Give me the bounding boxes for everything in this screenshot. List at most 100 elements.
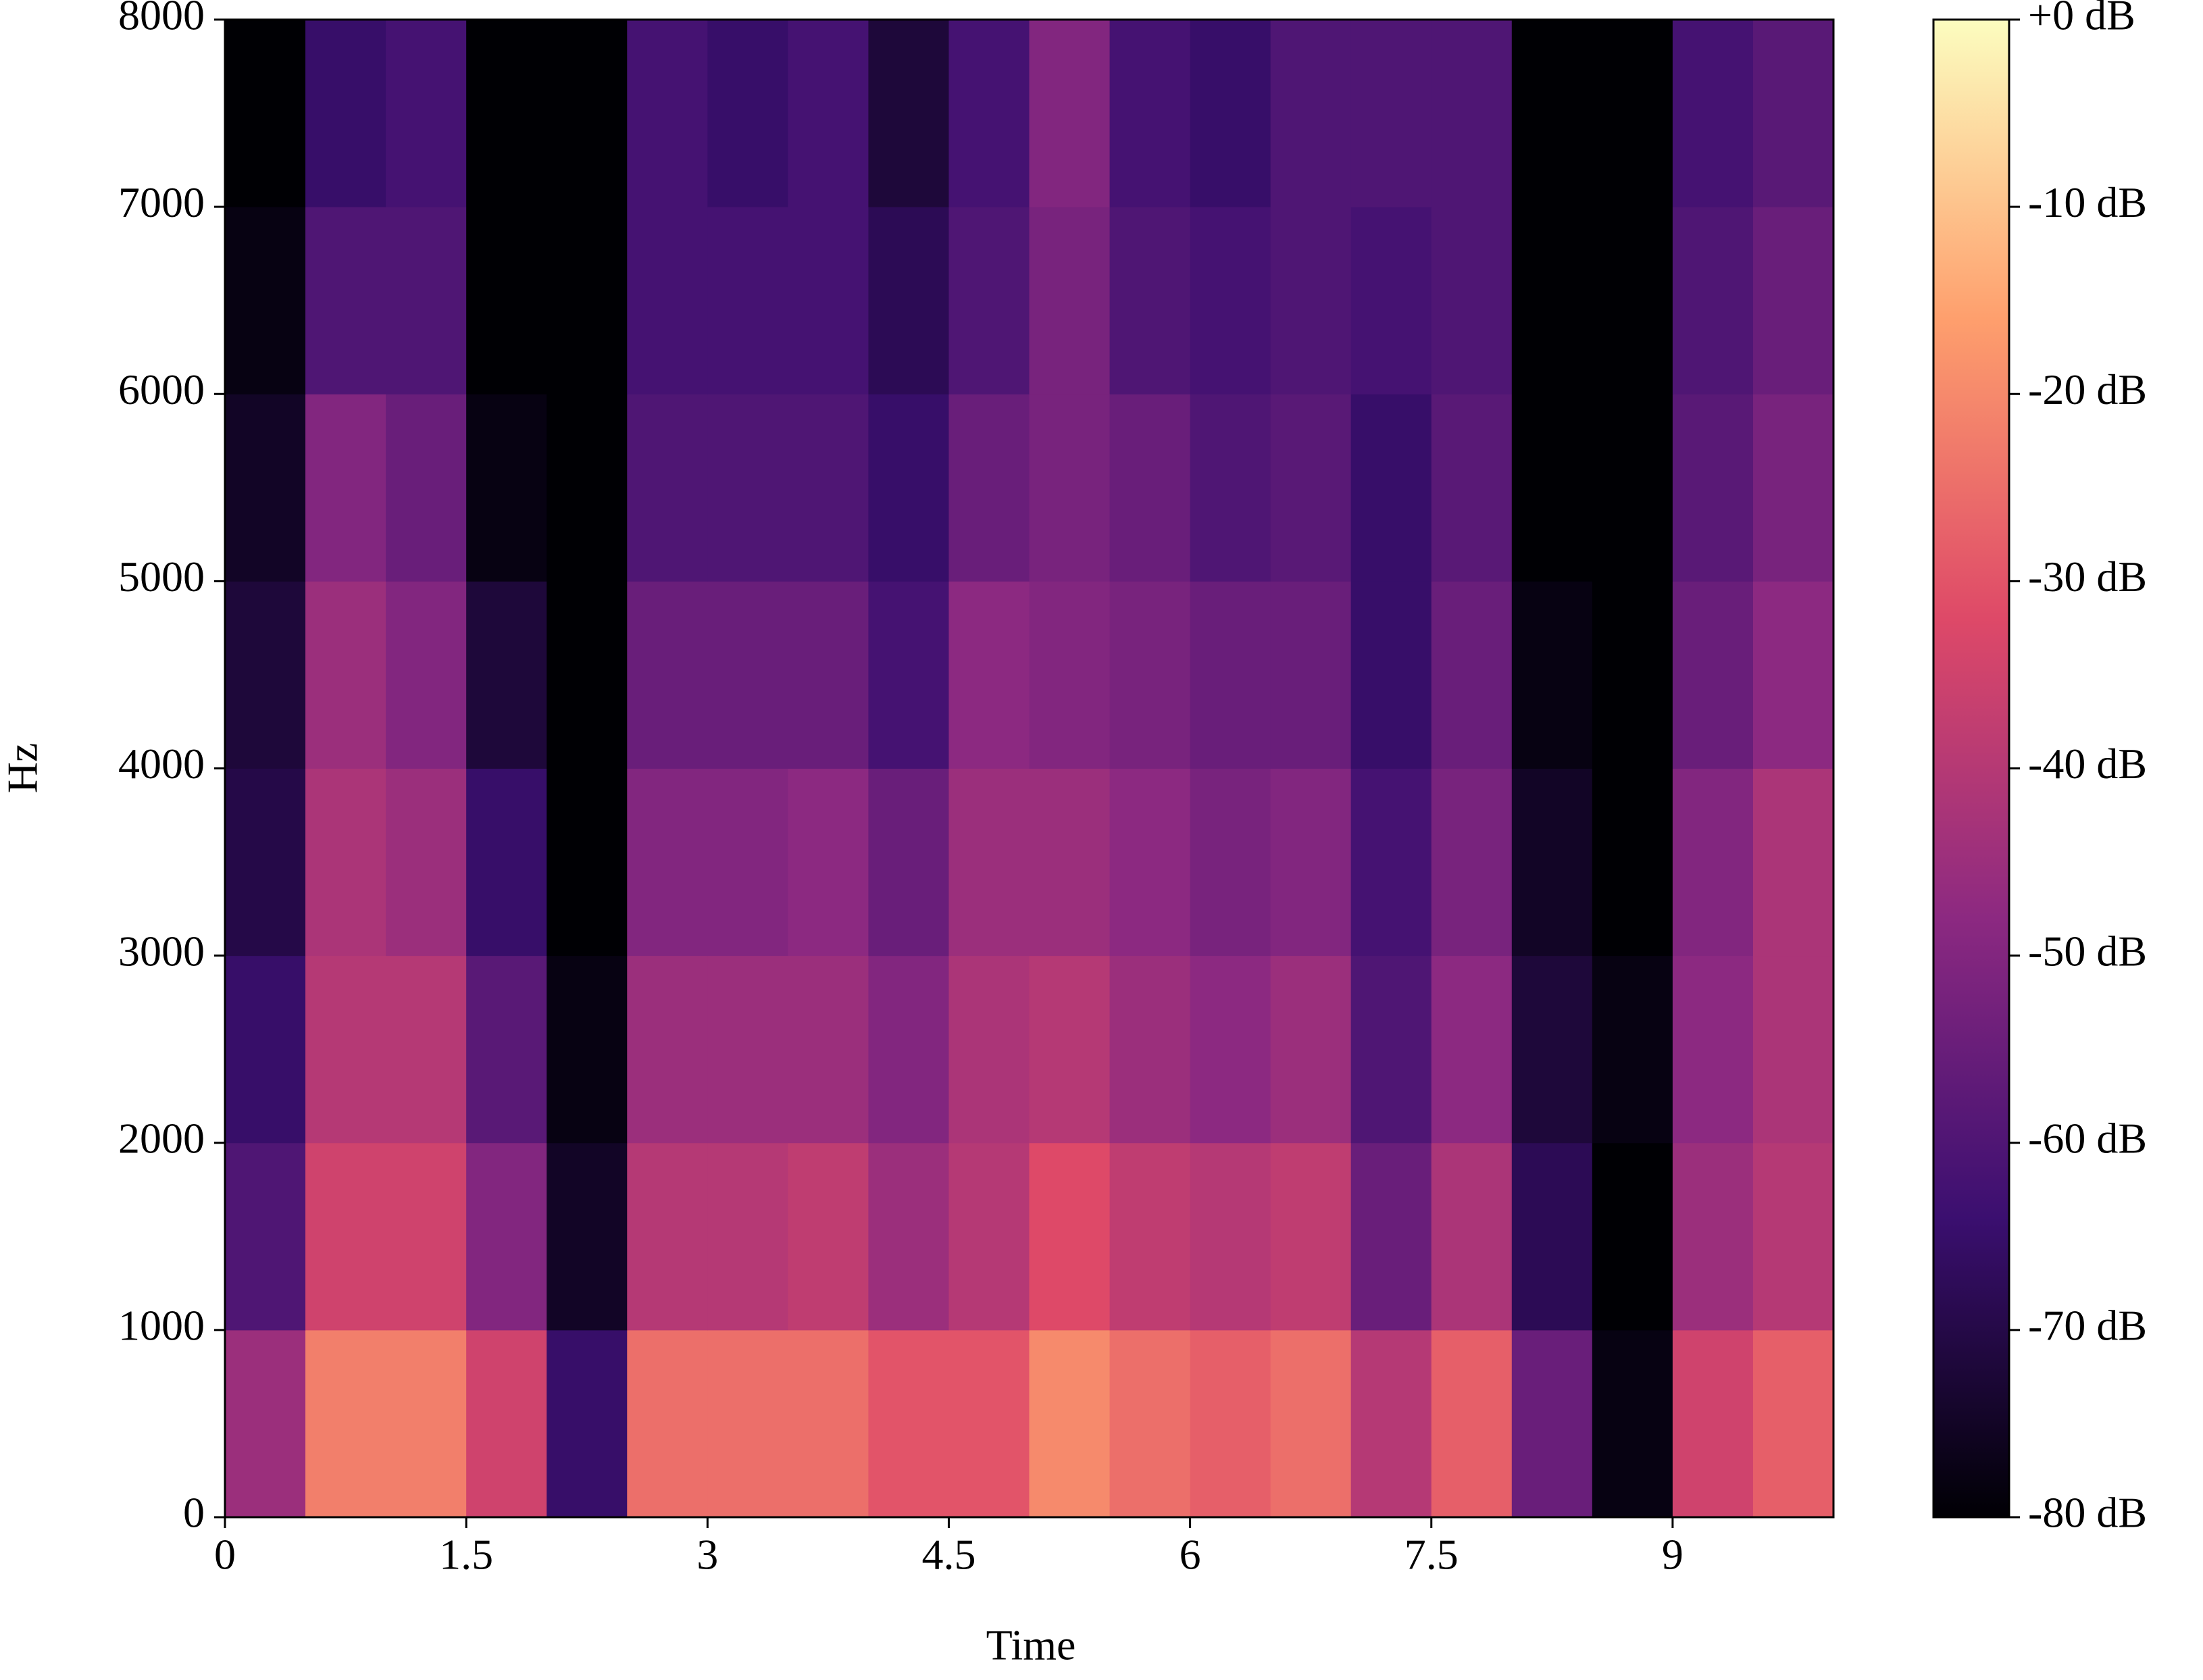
- spectrogram-cell: [868, 1329, 949, 1518]
- colorbar-tick-label: -60 dB: [2028, 1114, 2147, 1162]
- spectrogram-cell: [1592, 768, 1673, 957]
- spectrogram-cell: [1752, 207, 1834, 394]
- spectrogram-cell: [1109, 1142, 1191, 1331]
- spectrogram-cell: [386, 20, 467, 207]
- spectrogram-cell: [547, 1142, 628, 1331]
- spectrogram-cell: [1511, 207, 1593, 394]
- spectrogram-cell: [1270, 1142, 1352, 1331]
- spectrogram-cell: [1511, 1142, 1593, 1331]
- y-tick-label: 3000: [118, 927, 205, 975]
- spectrogram-cell: [1350, 394, 1432, 582]
- spectrogram-cell: [386, 581, 467, 769]
- spectrogram-cell: [1592, 955, 1673, 1144]
- x-tick-label: 3: [697, 1531, 718, 1579]
- y-tick-label: 0: [183, 1489, 205, 1537]
- x-tick-label: 7.5: [1404, 1531, 1459, 1579]
- y-tick-label: 4000: [118, 740, 205, 788]
- spectrogram-cell: [707, 768, 788, 957]
- spectrogram-cell: [788, 581, 869, 769]
- spectrogram-cell: [1109, 1329, 1191, 1518]
- x-tick-label: 4.5: [921, 1531, 976, 1579]
- spectrogram-cell: [707, 581, 788, 769]
- spectrogram-cell: [1752, 394, 1834, 582]
- spectrogram-cell: [788, 20, 869, 207]
- spectrogram-cell: [868, 394, 949, 582]
- spectrogram-cell: [1350, 768, 1432, 957]
- spectrogram-cell: [1270, 207, 1352, 394]
- spectrogram-cell: [627, 20, 708, 207]
- spectrogram-cell: [1029, 394, 1111, 582]
- spectrogram-cell: [627, 394, 708, 582]
- spectrogram-cell: [1592, 1142, 1673, 1331]
- spectrogram-cell: [948, 1329, 1030, 1518]
- spectrogram-cell: [1511, 768, 1593, 957]
- spectrogram-cell: [1752, 1329, 1834, 1518]
- x-tick-label: 0: [214, 1531, 236, 1579]
- spectrogram-cell: [1109, 207, 1191, 394]
- spectrogram-cell: [1350, 20, 1432, 207]
- spectrogram-cell: [1109, 394, 1191, 582]
- spectrogram-cell: [1029, 581, 1111, 769]
- spectrogram-cell: [1270, 581, 1352, 769]
- colorbar-tick-label: -30 dB: [2028, 553, 2147, 601]
- spectrogram-cell: [1190, 581, 1271, 769]
- spectrogram-cell: [868, 955, 949, 1144]
- spectrogram-cell: [627, 955, 708, 1144]
- spectrogram-cell: [547, 768, 628, 957]
- spectrogram-cell: [627, 1329, 708, 1518]
- y-tick-label: 6000: [118, 365, 205, 413]
- spectrogram-cell: [868, 207, 949, 394]
- y-tick-label: 5000: [118, 553, 205, 601]
- spectrogram-cell: [788, 394, 869, 582]
- spectrogram-cell: [1431, 1329, 1513, 1518]
- spectrogram-cell: [547, 207, 628, 394]
- spectrogram-cell: [1431, 955, 1513, 1144]
- y-tick-label: 7000: [118, 178, 205, 226]
- spectrogram-cell: [1270, 20, 1352, 207]
- spectrogram-cell: [225, 581, 306, 769]
- spectrogram-cell: [547, 955, 628, 1144]
- spectrogram-cell: [1672, 207, 1754, 394]
- colorbar-tick-label: -40 dB: [2028, 740, 2147, 788]
- spectrogram-cell: [305, 768, 386, 957]
- spectrogram-cell: [1029, 1142, 1111, 1331]
- spectrogram-cell: [1270, 768, 1352, 957]
- spectrogram-cell: [1190, 955, 1271, 1144]
- spectrogram-cell: [225, 1329, 306, 1518]
- spectrogram-cell: [547, 581, 628, 769]
- spectrogram-cell: [386, 955, 467, 1144]
- spectrogram-cell: [948, 394, 1030, 582]
- spectrogram-cell: [1431, 20, 1513, 207]
- spectrogram-cell: [868, 1142, 949, 1331]
- spectrogram-cell: [1752, 768, 1834, 957]
- spectrogram-cell: [1592, 394, 1673, 582]
- spectrogram-cell: [225, 768, 306, 957]
- spectrogram-cell: [1511, 20, 1593, 207]
- spectrogram-cell: [1672, 581, 1754, 769]
- spectrogram-cell: [1431, 394, 1513, 582]
- spectrogram-cell: [707, 207, 788, 394]
- spectrogram-cell: [788, 207, 869, 394]
- colorbar-tick-label: -20 dB: [2028, 365, 2147, 413]
- spectrogram-cell: [1511, 955, 1593, 1144]
- spectrogram-cell: [1752, 1142, 1834, 1331]
- spectrogram-cell: [386, 207, 467, 394]
- x-axis-label: Time: [986, 1621, 1076, 1669]
- colorbar-tick-label: -70 dB: [2028, 1302, 2147, 1350]
- spectrogram-cell: [1592, 20, 1673, 207]
- spectrogram-cell: [1431, 1142, 1513, 1331]
- spectrogram-cell: [1109, 20, 1191, 207]
- spectrogram-cell: [466, 581, 547, 769]
- spectrogram-cell: [466, 207, 547, 394]
- spectrogram-cell: [1190, 768, 1271, 957]
- x-tick-label: 6: [1180, 1531, 1201, 1579]
- y-tick-label: 8000: [118, 0, 205, 39]
- spectrogram-cell: [948, 955, 1030, 1144]
- x-tick-label: 9: [1662, 1531, 1683, 1579]
- spectrogram-cell: [707, 955, 788, 1144]
- spectrogram-cell: [627, 768, 708, 957]
- y-tick-label: 2000: [118, 1114, 205, 1162]
- y-tick-label: 1000: [118, 1302, 205, 1350]
- spectrogram-cell: [1350, 581, 1432, 769]
